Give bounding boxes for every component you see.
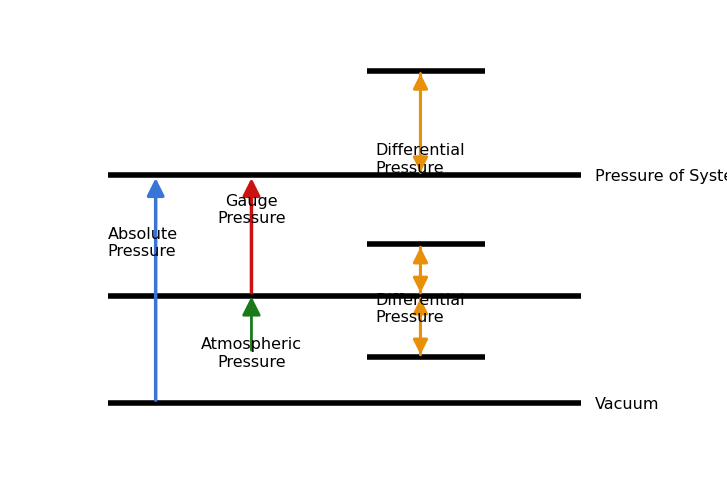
Text: Vacuum: Vacuum xyxy=(595,396,659,411)
Text: Gauge
Pressure: Gauge Pressure xyxy=(217,193,286,226)
Text: Pressure of System: Pressure of System xyxy=(595,168,727,183)
Text: Atmospheric
Pressure: Atmospheric Pressure xyxy=(201,336,302,369)
Text: Differential
Pressure: Differential Pressure xyxy=(375,143,465,175)
Text: Absolute
Pressure: Absolute Pressure xyxy=(108,226,178,259)
Text: Differential
Pressure: Differential Pressure xyxy=(375,292,465,324)
